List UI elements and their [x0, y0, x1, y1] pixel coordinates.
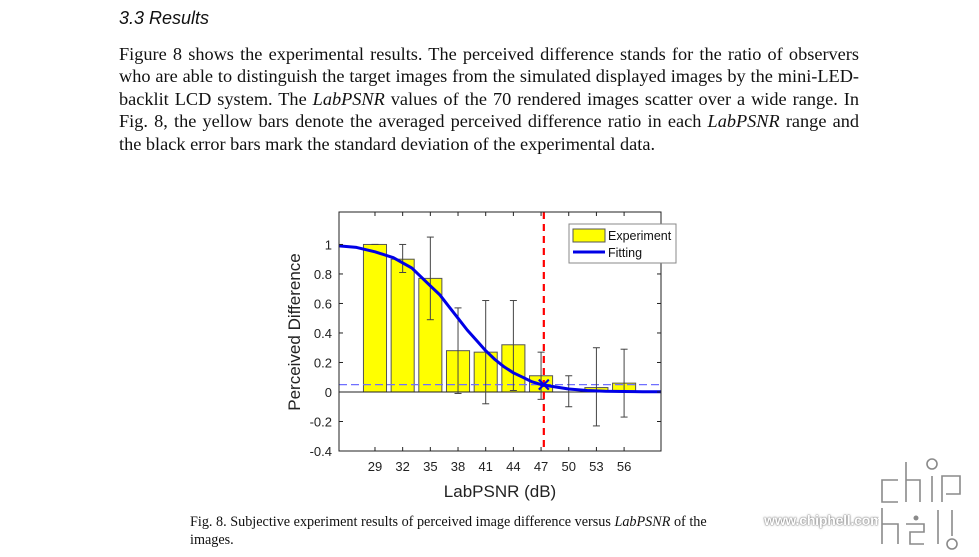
y-tick-label: 0.6 [314, 296, 332, 311]
figure-8-chart: 29 32 35 38 41 44 47 50 53 56 -0.4 -0.2 0 0.2 0.4 0.6 0.… [285, 211, 677, 501]
x-tick-label: 44 [506, 459, 520, 474]
y-tick-label: -0.2 [310, 414, 332, 429]
x-tick-label: 35 [423, 459, 437, 474]
x-axis-label: LabPSNR (dB) [444, 482, 556, 501]
caption-suffix: of the [670, 514, 707, 530]
x-tick-label: 41 [478, 459, 492, 474]
section-heading: 3.3 Results [119, 8, 210, 28]
y-tick-label: 0 [325, 385, 332, 400]
paragraph-italic-term: LabPSNR [707, 111, 780, 132]
bar [362, 243, 388, 393]
chiphell-logo [878, 458, 964, 550]
caption-line2: images. [190, 532, 234, 548]
x-tick-label: 29 [368, 459, 382, 474]
threshold-marker [538, 378, 550, 391]
paragraph-italic-term: LabPSNR [312, 88, 385, 109]
legend-label-fitting: Fitting [608, 246, 642, 260]
x-tick-label: 47 [534, 459, 548, 474]
fitting-curve [338, 244, 662, 394]
x-tick-label: 50 [562, 459, 576, 474]
bar [390, 258, 415, 393]
results-paragraph: Figure 8 shows the experimental results.… [119, 43, 859, 155]
y-tick-label: 0.2 [314, 355, 332, 370]
y-axis-label: Perceived Difference [285, 253, 304, 411]
x-tick-label: 32 [395, 459, 409, 474]
x-tick-label: 56 [617, 459, 631, 474]
y-tick-label: 1 [325, 237, 332, 252]
legend-label-experiment: Experiment [608, 229, 672, 243]
paragraph-text: values of the 70 rendered images scatter… [119, 88, 859, 132]
caption-italic: LabPSNR [614, 514, 671, 530]
y-tick-label: -0.4 [310, 444, 332, 459]
paragraph-text: Figure 8 shows the experimental results.… [119, 44, 859, 109]
watermark-text: www.chiphell.com [764, 512, 883, 528]
legend: Experiment Fitting [568, 223, 677, 264]
axes-frame [338, 211, 662, 452]
figure-caption: Fig. 8. Subjective experiment results of… [190, 513, 890, 549]
legend-swatch-experiment [572, 228, 606, 243]
paragraph-text: range and the black error bars mark the … [119, 111, 860, 154]
y-tick-label: 0.8 [314, 267, 332, 282]
caption-prefix: Fig. 8. Subjective experiment results of… [190, 514, 615, 530]
y-tick-label: 0.4 [314, 326, 332, 341]
x-tick-label: 53 [589, 459, 603, 474]
x-tick-label: 38 [451, 459, 465, 474]
